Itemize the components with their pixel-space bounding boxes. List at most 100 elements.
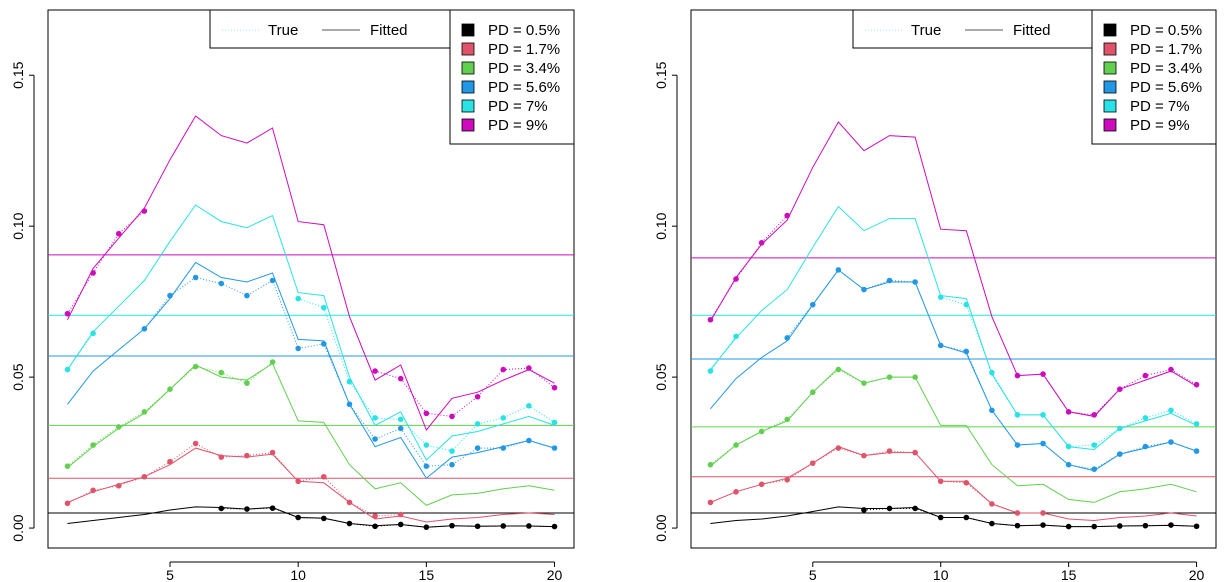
true-point [295, 295, 301, 302]
true-point [192, 274, 199, 281]
true-line-3 [67, 361, 273, 467]
y-tick-label: 0.05 [10, 363, 26, 390]
true-point [551, 419, 558, 426]
fitted-line-5 [710, 205, 1197, 451]
true-key-label: True [268, 22, 298, 39]
true-point [449, 522, 455, 529]
pd-key-label: PD = 7% [488, 98, 548, 115]
true-point [1040, 510, 1046, 516]
true-point [244, 292, 250, 299]
true-point [474, 421, 481, 427]
true-point [912, 449, 918, 456]
true-point [218, 454, 225, 460]
true-line-1 [863, 508, 1197, 528]
true-point [372, 368, 378, 374]
true-line-5 [940, 296, 1197, 448]
fitted-line-6 [709, 121, 1197, 417]
pd-key-label: PD = 9% [488, 117, 548, 134]
true-point [346, 520, 353, 527]
true-point [1142, 522, 1149, 529]
true-point [989, 520, 995, 527]
true-point [1193, 523, 1200, 530]
pd-key-swatch [1103, 23, 1117, 37]
true-point [861, 507, 867, 513]
true-point [551, 523, 558, 530]
x-tick-label: 20 [547, 567, 563, 582]
x-tick-label: 15 [419, 567, 435, 582]
true-point [500, 523, 507, 529]
y-tick-label: 0.15 [653, 61, 669, 88]
true-point [218, 505, 225, 512]
true-point [244, 506, 250, 512]
true-point [1065, 443, 1072, 450]
fitted-line-4 [710, 269, 1197, 472]
pd-legend: PD = 0.5% PD = 1.7% PD = 3.4% PD = 5.6% PD =… [1091, 9, 1217, 145]
true-point [784, 476, 790, 483]
true-point [963, 514, 970, 521]
true-point [141, 208, 148, 214]
true-line-4 [144, 276, 555, 467]
true-point [141, 326, 148, 332]
true-point [1168, 439, 1174, 445]
true-line-4 [786, 269, 1197, 470]
fitted-line-1 [710, 506, 1197, 528]
true-point [474, 445, 481, 451]
true-point [937, 478, 944, 485]
chart-panel-1: 5 10 15 20 0.00 0.05 0.10 0.15 True Fitted PD = 0.… [10, 9, 575, 582]
pd-key-swatch [1103, 99, 1117, 113]
pd-key-swatch [1103, 118, 1117, 132]
y-tick-label: 0.00 [653, 514, 669, 541]
pd-key-label: PD = 3.4% [488, 60, 560, 77]
true-point [64, 463, 71, 469]
true-point [90, 330, 96, 337]
true-point [141, 409, 148, 415]
true-point [115, 230, 122, 237]
fitted-key-label: Fitted [370, 22, 408, 39]
pd-key-swatch [461, 80, 475, 94]
pd-key-swatch [461, 99, 475, 113]
true-point [321, 341, 327, 347]
style-legend-box [852, 9, 1094, 49]
y-tick-label: 0.15 [10, 61, 26, 88]
true-point [500, 415, 507, 421]
fitted-line-2 [67, 447, 555, 523]
true-line-6 [1017, 369, 1197, 416]
pd-key-label: PD = 0.5% [1130, 22, 1202, 39]
true-point [1168, 407, 1174, 414]
true-point [192, 440, 199, 447]
true-point [937, 342, 944, 349]
style-legend-box [209, 9, 451, 49]
true-point [758, 428, 765, 435]
true-point [269, 449, 276, 456]
x-tick-label: 5 [809, 567, 817, 582]
true-line-2 [67, 442, 401, 517]
pd-key-label: PD = 0.5% [488, 22, 560, 39]
true-point [1117, 386, 1123, 392]
y-tick-label: 0.10 [653, 212, 669, 239]
true-point [989, 501, 995, 507]
true-point [1014, 412, 1021, 418]
true-point [167, 386, 173, 392]
pd-key-label: PD = 7% [1130, 98, 1190, 115]
true-point [372, 513, 378, 519]
true-point [1040, 522, 1046, 528]
true-point [295, 345, 301, 352]
true-line-6 [709, 215, 788, 321]
true-point [115, 424, 122, 430]
x-tick-label: 20 [1189, 567, 1205, 582]
pd-key-label: PD = 3.4% [1130, 60, 1202, 77]
true-line-6 [67, 210, 145, 314]
true-point [372, 436, 378, 442]
true-point [526, 437, 532, 444]
true-point [1193, 448, 1200, 454]
true-point [526, 365, 532, 371]
true-line-2 [710, 447, 1043, 514]
x-tick-label: 10 [290, 567, 306, 582]
fitted-line-1 [67, 506, 555, 528]
fitted-line-6 [67, 115, 555, 431]
y-tick-label: 0.05 [653, 363, 669, 390]
pd-key-label: PD = 9% [1130, 117, 1190, 134]
true-line-1 [221, 507, 555, 528]
true-point [423, 442, 430, 448]
